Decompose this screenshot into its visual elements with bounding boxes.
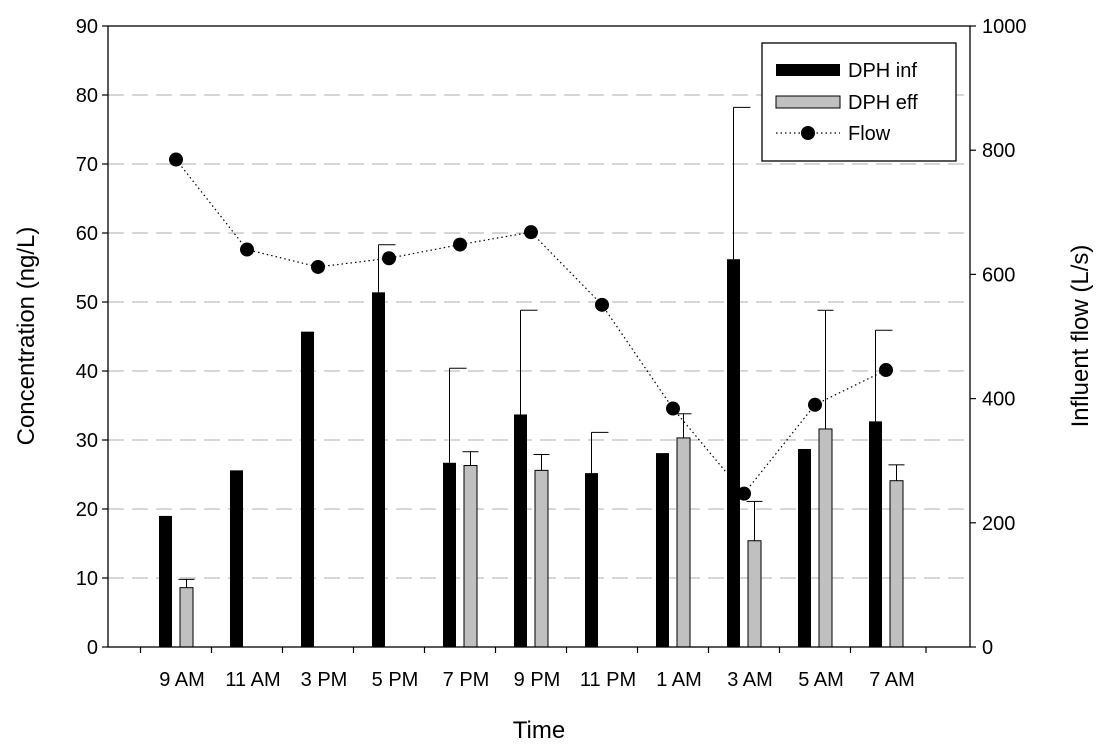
bar-dph-eff [534,469,549,648]
flow-marker [879,363,893,378]
flow-marker [240,242,254,257]
bar-dph-inf [585,473,598,647]
x-tick-label: 5 AM [798,669,844,691]
x-tick-label: 9 PM [514,669,561,691]
legend-swatch-dph-eff [775,95,841,109]
flow-marker [524,225,538,240]
flow-marker [666,401,680,416]
y-tick-label: 60 [76,223,98,245]
legend-label-dph-eff: DPH eff [848,92,918,114]
y-tick-label: 30 [76,430,98,452]
y2-tick-label: 1000 [982,16,1027,38]
y2-tick-label: 400 [982,389,1015,411]
x-tick-label: 11 AM [225,669,280,691]
x-tick-label: 9 AM [159,669,205,691]
y-tick-label: 0 [87,637,98,659]
bar-dph-eff [747,540,762,648]
left-axis: 0 10 20 30 40 50 60 70 80 90 [76,16,108,659]
y2-tick-label: 0 [982,637,993,659]
x-tick-label: 3 PM [301,669,348,691]
flow-series [169,152,893,501]
legend-label-flow: Flow [848,123,891,145]
x-tick-label: 7 AM [869,669,915,691]
flow-line [175,159,887,495]
y-axis-title: Concentration (ng/L) [13,227,40,446]
flow-marker [382,251,396,266]
flow-marker [453,237,467,252]
x-tick-label: 3 AM [727,669,773,691]
y2-tick-label: 600 [982,264,1015,286]
bar-dph-inf [727,259,740,647]
bar-dph-inf [230,470,243,647]
bar-dph-inf [372,292,385,647]
bars [159,259,904,648]
y-tick-label: 80 [76,85,98,107]
x-tick-label: 5 PM [372,669,419,691]
bar-dph-inf [159,515,172,647]
x-tick-label: 11 PM [580,669,636,691]
legend-marker-flow [801,126,815,140]
flow-marker [311,259,325,274]
bar-dph-inf [798,448,811,647]
y-tick-label: 20 [76,499,98,521]
bar-dph-eff [179,587,194,648]
y-tick-label: 70 [76,154,98,176]
flow-marker [808,397,822,412]
flow-marker [737,486,751,501]
y-tick-label: 40 [76,361,98,383]
plot-frame [107,25,971,648]
bar-dph-eff [818,428,833,648]
bar-dph-inf [514,414,527,647]
right-axis: 0 200 400 600 800 1000 [970,16,1027,659]
bar-dph-inf [443,462,456,647]
bar-dph-inf [656,453,669,647]
flow-marker [595,297,609,312]
legend-swatch-dph-inf [776,64,840,76]
y2-tick-label: 800 [982,140,1015,162]
y-tick-label: 10 [76,568,98,590]
flow-marker [169,152,183,167]
legend: DPH inf DPH eff Flow [761,42,957,162]
bar-dph-eff [889,480,904,648]
y-tick-label: 90 [76,16,98,38]
bar-dph-inf [301,331,314,647]
y2-tick-label: 200 [982,513,1015,535]
y2-axis-title: Influent flow (L/s) [1067,245,1094,428]
y-tick-label: 50 [76,292,98,314]
x-tick-label: 7 PM [443,669,490,691]
bar-dph-eff [463,465,478,648]
legend-label-dph-inf: DPH inf [848,60,917,82]
x-axis-title: Time [513,717,565,744]
bar-dph-inf [869,421,882,647]
bar-dph-eff [676,437,691,648]
x-axis: 9 AM 11 AM 3 PM 5 PM 7 PM 9 PM 11 PM 1 AM 3 AM 5 … [139,647,927,691]
error-bars [178,106,905,588]
x-tick-label: 1 AM [656,669,702,691]
